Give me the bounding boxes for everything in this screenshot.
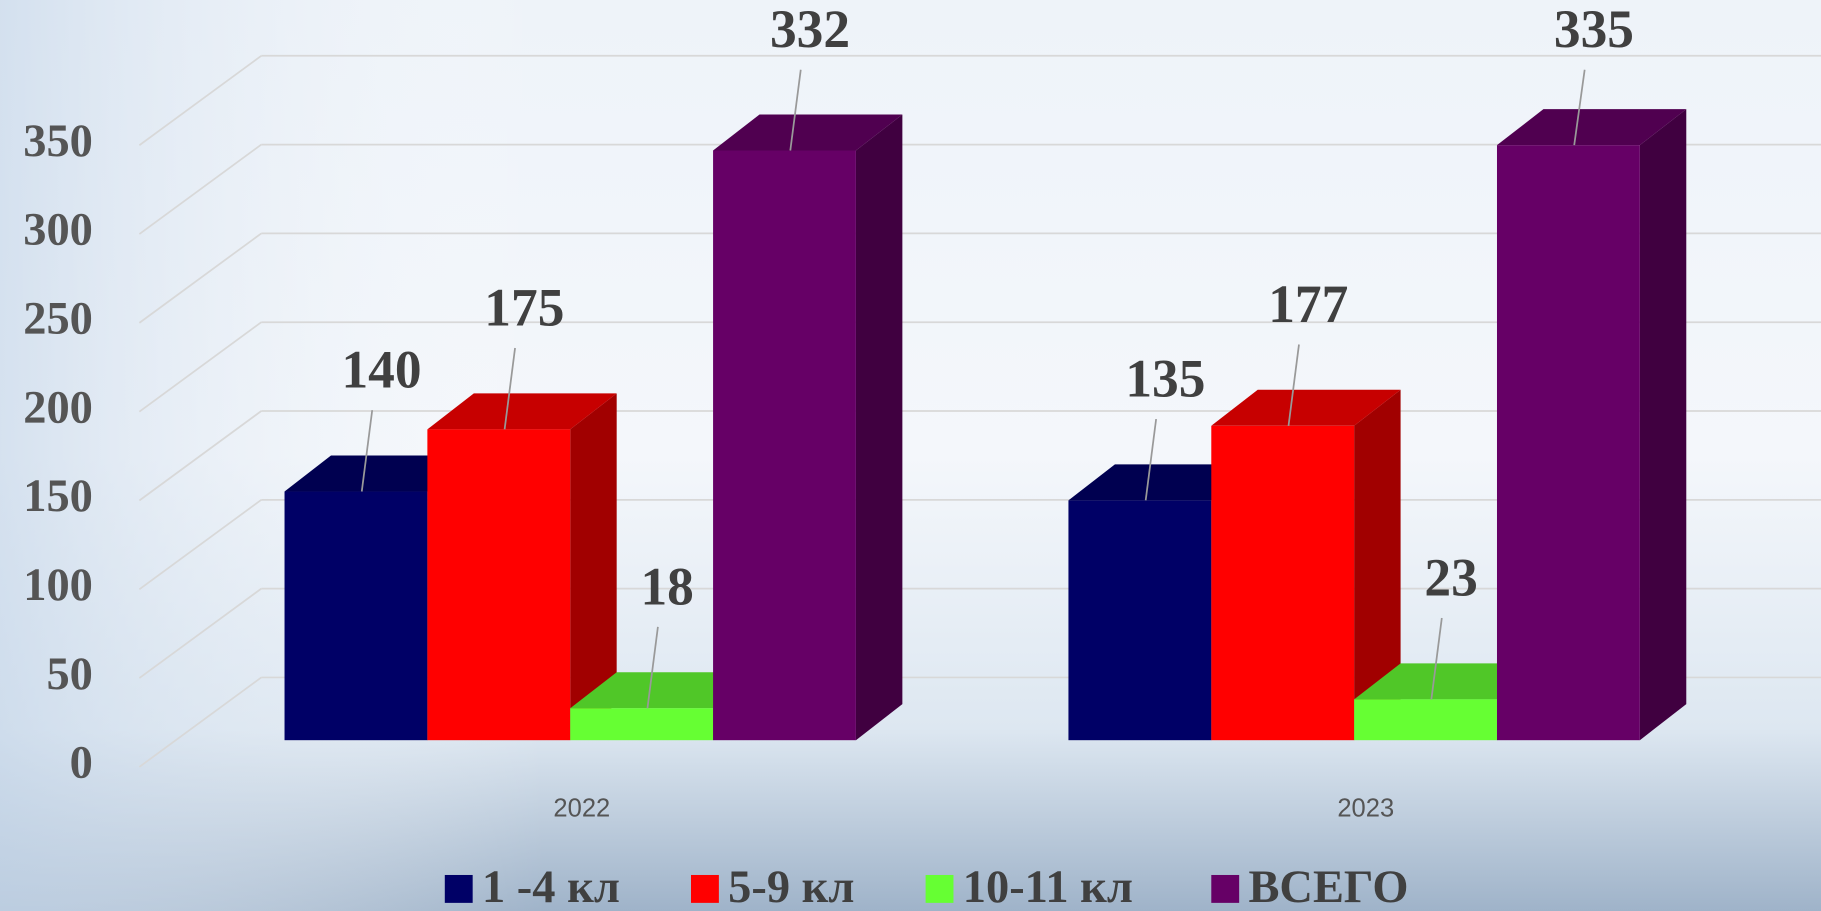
bar xyxy=(427,429,570,740)
value-label: 175 xyxy=(484,277,564,337)
y-tick-label: 300 xyxy=(23,205,93,256)
y-tick-label: 0 xyxy=(70,738,93,789)
bar xyxy=(1497,145,1640,740)
legend-swatch xyxy=(926,875,954,903)
y-tick-label: 200 xyxy=(23,382,93,433)
y-tick-label: 250 xyxy=(23,294,93,345)
value-label: 177 xyxy=(1268,274,1348,334)
value-label: 18 xyxy=(640,556,693,616)
value-label: 135 xyxy=(1125,348,1205,408)
legend-label: 1 -4 кл xyxy=(482,862,620,911)
value-label: 332 xyxy=(770,0,850,59)
y-tick-label: 150 xyxy=(23,471,93,522)
value-label: 23 xyxy=(1424,547,1477,607)
bar xyxy=(570,708,713,740)
bar xyxy=(1068,500,1211,740)
page: {"chart_data": { "type": "bar", "categor… xyxy=(0,0,1821,911)
bar xyxy=(713,150,856,740)
x-tick-label: 2023 xyxy=(1337,795,1394,823)
x-tick-label: 2022 xyxy=(553,795,610,823)
y-tick-label: 100 xyxy=(23,560,93,611)
legend-label: 5-9 кл xyxy=(728,862,854,911)
chart: 0 50 100 150 200 250 300 350 140 175 18 332 2022 135 1… xyxy=(0,0,1821,911)
bar xyxy=(1211,426,1354,740)
bar-side xyxy=(856,114,902,740)
legend-label: 10-11 кл xyxy=(963,862,1133,911)
legend-swatch xyxy=(1211,875,1239,903)
legend-swatch xyxy=(445,875,473,903)
y-tick-label: 350 xyxy=(23,116,93,167)
legend-swatch xyxy=(691,875,719,903)
bar xyxy=(1354,699,1497,740)
value-label: 335 xyxy=(1554,0,1634,59)
legend-label: ВСЕГО xyxy=(1248,862,1408,911)
bar xyxy=(285,492,428,741)
y-tick-label: 50 xyxy=(46,649,92,700)
bar-side xyxy=(1640,109,1686,740)
value-label: 140 xyxy=(341,340,421,400)
